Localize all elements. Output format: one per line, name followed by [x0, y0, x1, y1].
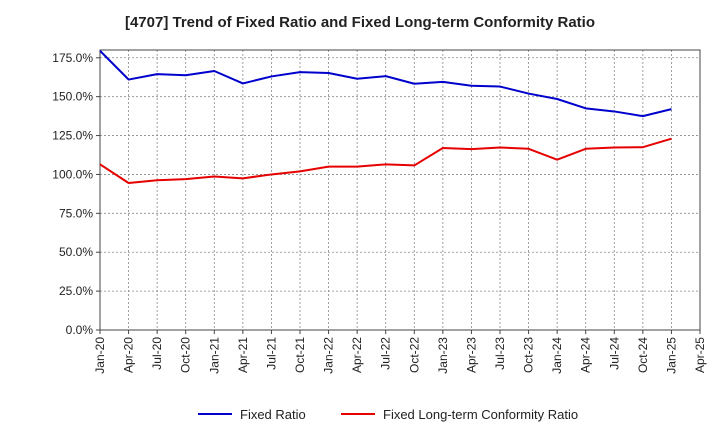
x-tick-label: Oct-21 — [293, 337, 307, 373]
legend: Fixed Ratio Fixed Long-term Conformity Ra… — [198, 407, 578, 422]
x-tick-label: Apr-21 — [236, 337, 250, 373]
x-tick-label: Jan-23 — [436, 337, 450, 374]
x-tick-label: Jul-24 — [607, 337, 621, 370]
y-tick-label: 125.0% — [52, 129, 93, 143]
series-line-fixed-ratio — [99, 50, 672, 118]
series-layer — [99, 50, 672, 184]
x-tick-label: Oct-24 — [636, 337, 650, 373]
x-tick-label: Apr-22 — [350, 337, 364, 373]
series-line-fixed-long-term-conformity-ratio — [99, 137, 672, 184]
chart-title: [4707] Trend of Fixed Ratio and Fixed Lo… — [124, 14, 596, 31]
x-tick-label: Jul-21 — [264, 337, 278, 370]
x-tick-label: Jan-25 — [664, 337, 678, 374]
y-tick-label: 75.0% — [59, 206, 93, 220]
y-tick-label: 150.0% — [52, 90, 93, 104]
x-tick-label: Jan-22 — [322, 337, 336, 374]
x-tick-label: Jul-22 — [379, 337, 393, 370]
x-tick-label: Oct-22 — [407, 337, 421, 373]
x-tick-label: Jul-23 — [493, 337, 507, 370]
y-tick-label: 25.0% — [59, 284, 93, 298]
grid-layer — [99, 50, 701, 331]
legend-label: Fixed Long-term Conformity Ratio — [383, 407, 578, 422]
x-tick-label: Oct-20 — [179, 337, 193, 373]
x-tick-label: Jan-21 — [207, 337, 221, 374]
x-tick-label: Apr-20 — [122, 337, 136, 373]
x-tick-label: Apr-24 — [579, 337, 593, 373]
legend-label: Fixed Ratio — [240, 407, 306, 422]
x-tick-label: Apr-23 — [464, 337, 478, 373]
y-tick-label: 100.0% — [52, 167, 93, 181]
x-tick-label: Oct-23 — [522, 337, 536, 373]
axis-layer: 0.0% 25.0% 50.0% 75.0% 100.0% 125.0% 150.0% 175… — [52, 49, 707, 374]
y-tick-label: 50.0% — [59, 245, 93, 259]
x-tick-label: Jul-20 — [150, 337, 164, 370]
y-tick-label: 175.0% — [52, 51, 93, 65]
x-tick-label: Jan-24 — [550, 337, 564, 374]
x-tick-label: Jan-20 — [93, 337, 107, 374]
y-tick-label: 0.0% — [66, 323, 94, 337]
x-tick-label: Apr-25 — [693, 337, 707, 373]
plot-frame — [99, 49, 701, 331]
